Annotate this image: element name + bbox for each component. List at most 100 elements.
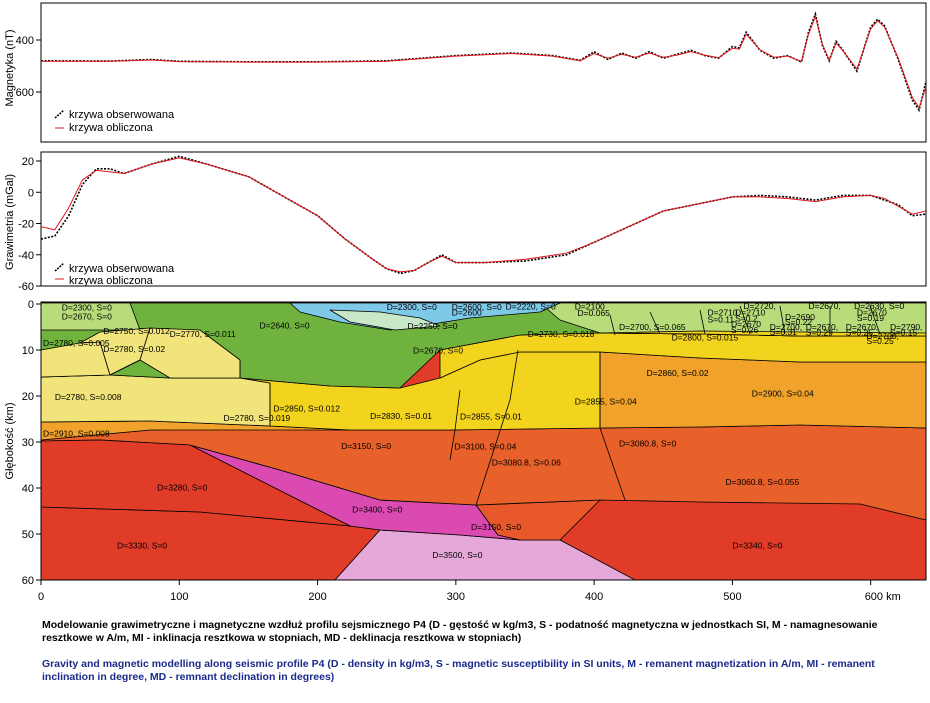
body-label: S=0.22 <box>785 317 812 327</box>
gravity-computed-curve <box>40 157 927 273</box>
body-label: D=2855, S=0.04 <box>575 397 637 407</box>
body-label: D=2670, <box>808 301 840 311</box>
body-label: D=2710 <box>708 307 738 317</box>
distance-tick-label: 200 <box>308 591 326 603</box>
boundary-line <box>869 305 881 335</box>
caption-english: Gravity and magnetic modelling along sei… <box>42 658 875 683</box>
body-light-sediment <box>329 309 441 331</box>
body-label: D=3280, S=0 <box>157 483 207 493</box>
body-label: D=2630, S=0 <box>854 301 904 311</box>
gravity-legend: krzywa obserwowana krzywa obliczona <box>54 262 175 287</box>
body-label: D=3400, S=0 <box>352 505 402 515</box>
boundary-line <box>779 305 786 335</box>
body-label: S=0.19 <box>857 313 884 323</box>
legend-computed-label: krzywa obliczona <box>69 122 154 134</box>
body-label: D=2790, <box>890 322 922 332</box>
distance-tick-label: 100 <box>170 591 188 603</box>
body-label: D=2670 <box>857 307 887 317</box>
gravity-panel: Grawimetria (mGal) 20 0 -20 -40 -60 krzywa o… <box>4 151 927 293</box>
body-label: D=3150, S=0 <box>471 522 521 532</box>
distance-x-ticks: 0 100 200 300 400 500 600 km <box>38 580 901 603</box>
caption-polish: Modelowanie grawimetryczne i magnetyczne… <box>42 619 878 644</box>
body-label: D=2690 <box>785 312 815 322</box>
body-label: D=2600 <box>452 307 482 317</box>
section-ylabel: Głębokość (km) <box>4 402 16 479</box>
body-label: D=2100 <box>575 301 605 311</box>
body-label: S=0.25 <box>867 336 894 346</box>
body-label: D=3340, S=0 <box>732 541 782 551</box>
distance-tick-label: 400 <box>585 591 603 603</box>
body-label: D=2700, S=0.065 <box>619 322 686 332</box>
body-label: D=2640, S=0 <box>259 321 309 331</box>
gravity-tick-label: -60 <box>18 281 34 293</box>
legend-observed-label: krzywa obserwowana <box>69 109 175 121</box>
legend-observed-swatch <box>54 109 65 119</box>
body-label: D=2860, S=0.02 <box>647 368 709 378</box>
distance-tick-label: 600 km <box>865 591 901 603</box>
boundary-line <box>599 352 626 501</box>
body-label: D=3080.8, S=0.06 <box>492 458 561 468</box>
depth-tick-label: 60 <box>22 575 34 587</box>
section-frame <box>40 301 927 581</box>
body-label: D=2710 <box>735 307 765 317</box>
body-label: D=2780, S=0.019 <box>224 413 291 423</box>
body-labels: D=2300, S=0D=2670, S=0D=2750, S=0.012D=2… <box>43 301 922 560</box>
boundary-line <box>649 311 661 335</box>
body-label: D=3330, S=0 <box>117 541 167 551</box>
body-label: D=2220, S=0 <box>506 301 556 311</box>
gravity-tick-label: 0 <box>28 187 34 199</box>
body-label: S=0.26 <box>731 325 758 335</box>
depth-tick-label: 20 <box>22 391 34 403</box>
body-label: D=3060.8, S=0.055 <box>725 477 799 487</box>
body-label: D=2780, S=0.008 <box>55 392 122 402</box>
depth-y-ticks: 0 10 20 30 40 50 60 <box>22 299 41 587</box>
body-label: D=3500, S=0 <box>432 550 482 560</box>
body-label: D=2670, S=0 <box>413 345 463 355</box>
mag-tick-label-400: 400 <box>16 35 34 47</box>
body-label: D=2670, S=0 <box>62 311 112 321</box>
body-label: D=2670, <box>846 322 878 332</box>
body-3280 <box>41 439 351 527</box>
body-label: D=2300, S=0 <box>387 302 437 312</box>
body-label: D=2670 <box>731 319 761 329</box>
body-label: D=2670, <box>806 322 838 332</box>
body-label: D=2850, S=0.012 <box>273 403 340 413</box>
body-label: D=2700, <box>867 331 899 341</box>
body-label: D=2250, S=0 <box>407 321 457 331</box>
boundary-line <box>609 314 616 336</box>
density-section: Głębokość (km) 0 10 20 30 40 50 60 0 100 200 300 4… <box>4 299 927 603</box>
gravity-y-ticks: 20 0 -20 -40 -60 <box>18 156 41 293</box>
body-label: D=2600, S=0 <box>452 302 502 312</box>
body-label: D=2300, S=0 <box>62 303 112 313</box>
distance-tick-label: 0 <box>38 591 44 603</box>
magnetic-plot-frame <box>40 2 927 143</box>
distance-tick-label: 500 <box>723 591 741 603</box>
depth-tick-label: 40 <box>22 483 34 495</box>
body-yellow-right-shallow <box>599 330 926 337</box>
mag-tick-label-600: 600 <box>16 87 34 99</box>
body-label: D=2720, <box>743 301 775 311</box>
body-label: S=0.11 <box>708 315 735 325</box>
body-label: D=2770, S=0.011 <box>170 329 236 339</box>
body-label: D=2750, S=0.012 <box>103 326 170 336</box>
body-label: D=2780, S=0.005 <box>43 338 110 348</box>
body-label: D=0.065 <box>578 308 611 318</box>
body-label: D=3080.8, S=0 <box>619 438 676 448</box>
magnetic-legend: krzywa obserwowana krzywa obliczona <box>54 109 175 134</box>
body-label: D=2700, <box>770 322 802 332</box>
boundary-line <box>109 359 141 376</box>
depth-tick-label: 50 <box>22 529 34 541</box>
depth-tick-label: 30 <box>22 437 34 449</box>
gravity-tick-label: -40 <box>18 250 34 262</box>
magnetic-ylabel: Magnetyka (nT) <box>4 29 16 106</box>
depth-tick-label: 0 <box>28 299 34 311</box>
body-label: S=0.25 <box>846 328 873 338</box>
body-label: D=2830, S=0.01 <box>370 411 432 421</box>
gravity-plot-frame <box>40 151 927 287</box>
body-label: D=2855, S=0.01 <box>460 412 522 422</box>
boundary-line <box>475 349 519 506</box>
boundary-line <box>739 305 751 335</box>
magnetic-computed-curve <box>41 14 927 109</box>
body-label: S=0.2 <box>735 314 758 324</box>
depth-tick-label: 10 <box>22 345 34 357</box>
